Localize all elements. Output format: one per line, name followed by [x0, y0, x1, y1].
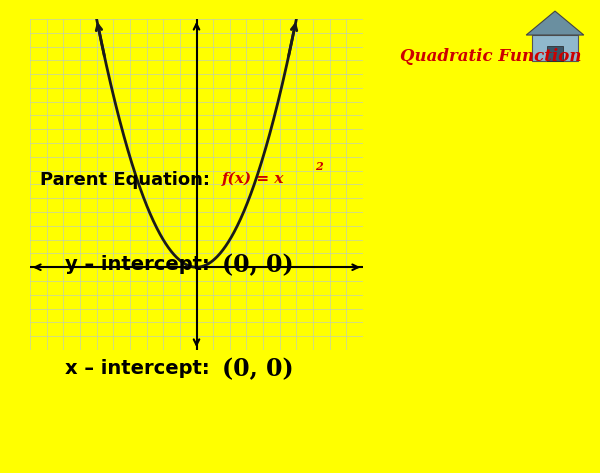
Text: (0, 0): (0, 0): [222, 253, 293, 277]
Text: y – intercept:: y – intercept:: [65, 255, 210, 274]
Text: 2: 2: [315, 161, 323, 172]
Text: x – intercept:: x – intercept:: [65, 359, 210, 378]
Text: (0, 0): (0, 0): [222, 357, 293, 381]
Text: Parent Equation:: Parent Equation:: [40, 171, 210, 189]
Text: Quadratic Function: Quadratic Function: [401, 48, 582, 65]
Text: f(x) = x: f(x) = x: [222, 172, 284, 186]
Polygon shape: [526, 11, 584, 35]
Bar: [547, 46, 563, 61]
Bar: [532, 35, 578, 61]
